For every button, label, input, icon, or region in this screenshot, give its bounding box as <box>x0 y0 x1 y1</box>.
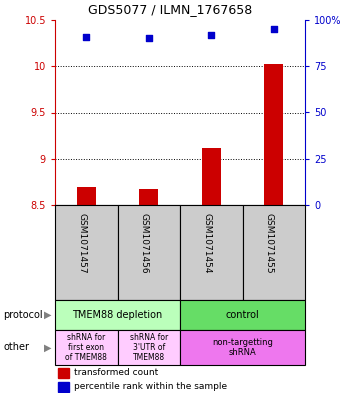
Bar <box>180 330 305 365</box>
Bar <box>77 187 96 205</box>
Bar <box>55 330 118 365</box>
Bar <box>202 148 221 205</box>
Text: shRNA for
3'UTR of
TMEM88: shRNA for 3'UTR of TMEM88 <box>130 332 168 362</box>
Bar <box>118 205 180 300</box>
Bar <box>242 205 305 300</box>
Bar <box>180 205 242 300</box>
Text: non-targetting
shRNA: non-targetting shRNA <box>212 338 273 357</box>
Text: other: other <box>3 343 29 353</box>
Text: GSM1071454: GSM1071454 <box>202 213 211 273</box>
Text: shRNA for
first exon
of TMEM88: shRNA for first exon of TMEM88 <box>65 332 107 362</box>
Text: protocol: protocol <box>3 310 43 320</box>
Text: GDS5077 / ILMN_1767658: GDS5077 / ILMN_1767658 <box>88 3 252 16</box>
Point <box>208 32 214 38</box>
Text: GSM1071455: GSM1071455 <box>265 213 274 273</box>
Bar <box>139 189 158 205</box>
Bar <box>55 205 118 300</box>
Text: GSM1071457: GSM1071457 <box>77 213 86 273</box>
Text: ▶: ▶ <box>44 343 52 353</box>
Text: ▶: ▶ <box>44 310 52 320</box>
Text: TMEM88 depletion: TMEM88 depletion <box>72 310 163 320</box>
Text: control: control <box>226 310 259 320</box>
Point <box>84 33 89 40</box>
Bar <box>55 300 180 330</box>
Text: transformed count: transformed count <box>74 368 158 377</box>
Point <box>271 26 276 32</box>
Bar <box>118 330 180 365</box>
Point <box>146 35 152 42</box>
Text: percentile rank within the sample: percentile rank within the sample <box>74 382 227 391</box>
Text: GSM1071456: GSM1071456 <box>140 213 149 273</box>
Bar <box>180 300 305 330</box>
Bar <box>57 368 69 378</box>
Bar <box>265 64 283 205</box>
Bar <box>57 382 69 391</box>
